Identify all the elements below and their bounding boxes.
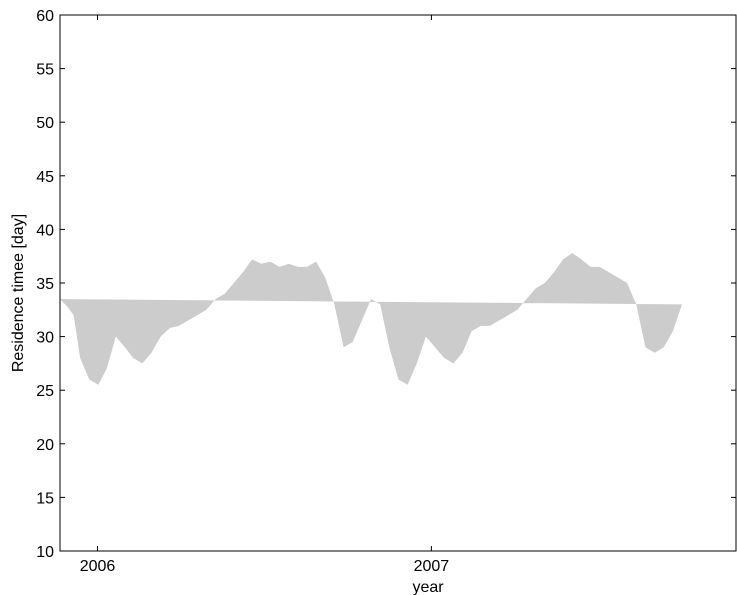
- x-axis-label: year: [412, 579, 444, 595]
- y-tick-label: 45: [36, 169, 54, 186]
- x-tick-label: 2006: [80, 558, 116, 575]
- y-tick-label: 10: [36, 544, 54, 561]
- plot-frame: [59, 14, 737, 552]
- x-axis: 2006 2007: [80, 15, 450, 575]
- y-tick-label: 50: [36, 115, 54, 132]
- y-tick-label: 40: [36, 222, 54, 239]
- y-axis-label: Residence timee [day]: [10, 214, 27, 372]
- y-tick-label: 15: [36, 490, 54, 507]
- y-tick-label: 20: [36, 437, 54, 454]
- y-tick-label: 35: [36, 276, 54, 293]
- y-tick-label: 25: [36, 383, 54, 400]
- y-tick-label: 60: [36, 8, 54, 25]
- residence-time-band: [60, 253, 682, 385]
- y-axis: 10 15 20 25 30 35 40 45 50 55 60: [36, 8, 736, 561]
- x-tick-label: 2007: [414, 558, 450, 575]
- plot-area: [59, 14, 737, 552]
- y-tick-label: 30: [36, 330, 54, 347]
- y-tick-label: 55: [36, 62, 54, 79]
